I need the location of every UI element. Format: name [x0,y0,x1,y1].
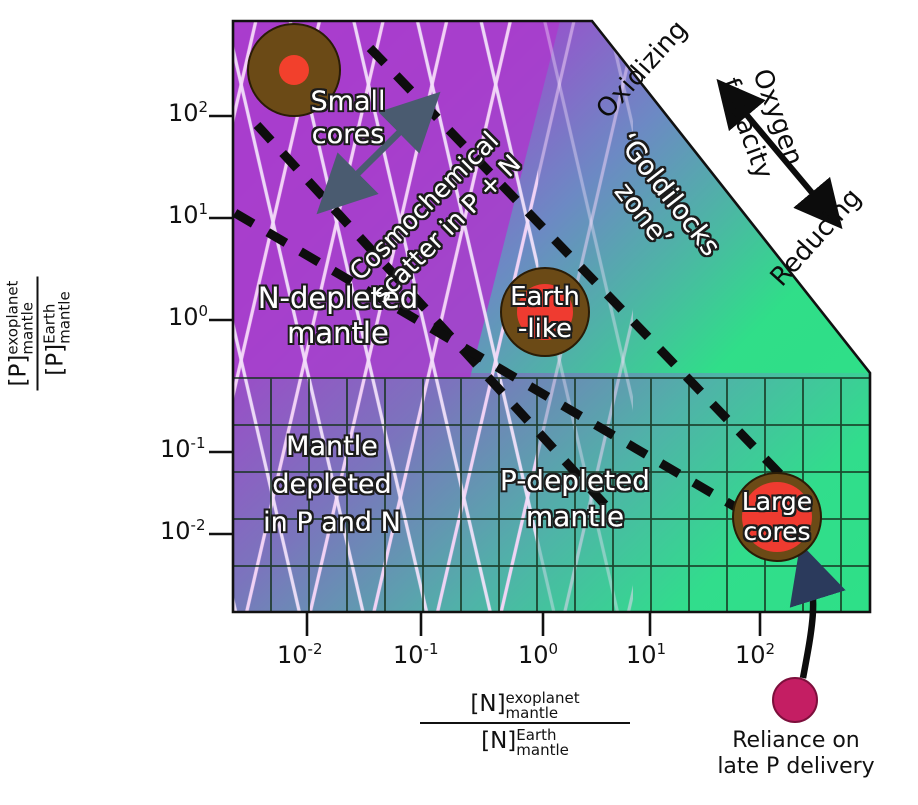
y-tick-label-4: 10-2 [160,516,206,545]
label-small-cores: Small cores [311,86,386,150]
x-num-bracket: [N] [470,691,506,717]
oxygen-fugacity-arrow [716,78,843,230]
label-large-cores-line1: Large [742,487,812,516]
x-tick-label-1: 10-1 [393,640,439,669]
x-den-sup: Earth [516,726,557,744]
y-axis-title: [P] exoplanet mantle [P] Earth mantle [4,234,74,434]
y-tick-label-2: 100 [168,302,209,331]
marker-earth-like[interactable] [500,267,590,357]
label-n-depleted-line2: mantle [287,316,389,350]
planet-core-circle [279,55,309,85]
label-mantle-depleted-line2: depleted [272,469,391,500]
label-n-depleted-mantle: N-depleted mantle [258,281,418,350]
x-den-sub: mantle [516,741,569,759]
x-tick-label-4: 102 [735,640,776,669]
label-oxygen-fugacity: Oxygen fugacity [714,65,808,183]
label-earth-like: Earth -like [510,282,580,344]
label-p-depleted-line1: P-depleted [500,464,650,497]
y-den-bracket: [P] [42,343,69,376]
goldilocks-boundaries-upper [366,44,809,504]
planet-core-circle [517,284,573,340]
label-p-depleted-line2: mantle [526,500,624,533]
label-n-depleted-line1: N-depleted [258,281,418,315]
label-earth-like-line1: Earth [510,282,580,312]
label-mantle-depleted-line1: Mantle [286,431,378,462]
plot-outline [231,19,872,614]
y-num-sub: mantle [18,302,37,355]
label-earth-like-line2: -like [518,314,572,344]
x-num-sup: exoplanet [505,689,580,707]
label-mantle-depleted: Mantle depleted in P and N [263,431,401,538]
late-delivery-caption: Reliance on late P delivery [660,728,918,780]
late-delivery-curved-arrow [789,543,846,679]
label-mantle-depleted-line3: in P and N [263,507,401,538]
y-tick-label-1: 101 [168,200,209,229]
y-axis-ticks [209,114,233,536]
x-num-sub: mantle [505,704,559,722]
y-den-sub: mantle [55,291,74,344]
cosmochemical-scatter-arrow [316,91,441,215]
y-tick-label-3: 10-1 [160,434,206,463]
dashed-line-top [366,44,809,504]
x-den-bracket: [N] [481,728,517,754]
x-tick-label-0: 10-2 [277,640,323,669]
label-p-depleted-mantle: P-depleted mantle [500,464,650,533]
x-axis-ticks [305,612,762,636]
x-axis-title: [N] exoplanet mantle [N] Earth mantle [420,689,630,759]
lower-dashed-line [232,209,803,549]
marker-large-cores[interactable] [732,472,822,562]
y-num-bracket: [P] [5,354,32,387]
marker-small-cores[interactable] [247,23,341,117]
late-delivery-dot [772,677,818,723]
late-delivery-line1: Reliance on [732,728,860,753]
x-tick-label-2: 100 [518,640,559,669]
label-small-cores-line1: Small [311,86,386,117]
planet-core-circle [742,482,812,552]
y-tick-label-0: 102 [168,98,209,127]
late-delivery-line2: late P delivery [717,753,875,779]
label-large-cores-line2: cores [743,517,810,546]
label-small-cores-line2: cores [312,119,385,150]
x-tick-label-3: 101 [626,640,667,669]
label-large-cores: Large cores [742,487,812,546]
